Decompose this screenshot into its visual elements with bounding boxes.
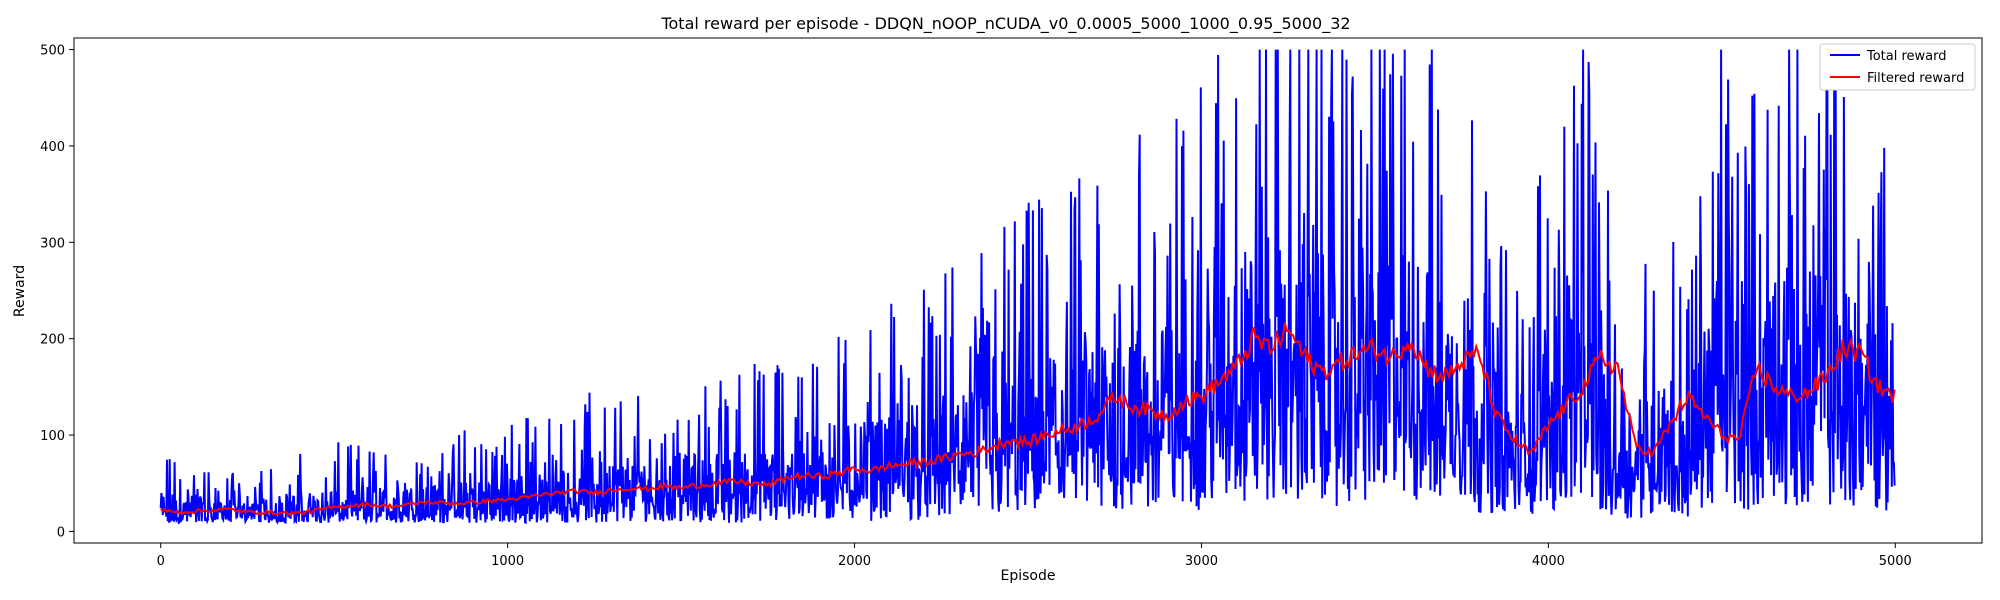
x-tick-label: 5000 [1879,554,1912,569]
x-tick-label: 3000 [1185,554,1218,569]
x-axis-label: Episode [1001,568,1056,584]
chart-title: Total reward per episode - DDQN_nOOP_nCU… [660,14,1350,34]
x-tick-label: 4000 [1532,554,1565,569]
y-tick-label: 400 [40,140,65,155]
legend-label-total: Total reward [1866,49,1947,64]
legend-label-filtered: Filtered reward [1867,71,1964,86]
total-reward-line [159,49,1896,526]
y-axis-label: Reward [12,265,28,317]
y-tick-label: 0 [57,525,65,540]
y-tick-label: 500 [40,44,65,59]
y-tick-label: 100 [40,429,65,444]
filtered-reward-series [160,322,1896,517]
legend: Total reward Filtered reward [1819,43,1976,91]
filtered-reward-line [160,322,1896,517]
plot-frame [73,37,1983,544]
y-tick-label: 300 [40,236,65,251]
total-reward-series [159,49,1896,526]
x-tick-label: 1000 [491,554,524,569]
x-axis-ticks: 0 1000 2000 3000 4000 5000 [157,543,1912,569]
y-tick-label: 200 [40,333,65,348]
x-tick-label: 2000 [838,554,871,569]
y-axis-ticks: 0 100 200 300 400 500 [40,44,74,540]
x-tick-label: 0 [157,554,165,569]
